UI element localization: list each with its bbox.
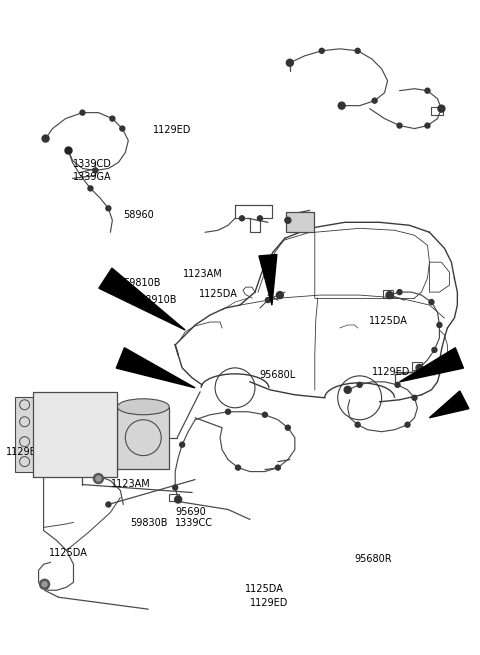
Bar [432, 107, 444, 115]
Bar [117, 407, 169, 468]
Circle shape [265, 297, 270, 303]
Text: 95690: 95690 [175, 507, 206, 517]
Circle shape [397, 290, 402, 295]
Text: 58960: 58960 [123, 210, 154, 220]
Polygon shape [116, 348, 195, 388]
Text: 1123AM: 1123AM [111, 479, 151, 489]
Circle shape [397, 123, 402, 128]
Ellipse shape [117, 399, 169, 415]
Circle shape [355, 48, 360, 53]
Polygon shape [399, 348, 463, 382]
Circle shape [386, 291, 393, 299]
Text: 1339GA: 1339GA [72, 172, 111, 182]
Circle shape [180, 442, 185, 447]
Circle shape [42, 582, 47, 587]
Text: 1339CD: 1339CD [72, 159, 111, 169]
Circle shape [319, 48, 324, 53]
Circle shape [120, 126, 125, 131]
Circle shape [106, 502, 111, 507]
Circle shape [416, 364, 423, 371]
Polygon shape [259, 255, 277, 305]
Circle shape [173, 485, 178, 490]
Circle shape [94, 474, 103, 483]
Circle shape [263, 412, 267, 417]
Circle shape [226, 409, 230, 414]
Circle shape [395, 383, 400, 387]
Circle shape [276, 465, 280, 470]
Circle shape [425, 123, 430, 128]
Circle shape [93, 168, 98, 173]
Polygon shape [99, 268, 185, 330]
Circle shape [257, 216, 263, 221]
Circle shape [80, 110, 85, 115]
Circle shape [432, 347, 437, 352]
Circle shape [429, 299, 434, 305]
Text: 1123AM: 1123AM [182, 269, 222, 279]
Circle shape [372, 98, 377, 103]
Circle shape [42, 135, 49, 142]
Circle shape [437, 322, 442, 328]
Circle shape [285, 217, 291, 223]
Circle shape [286, 425, 290, 430]
Text: 1129ED: 1129ED [5, 447, 44, 457]
Circle shape [96, 476, 101, 481]
Circle shape [355, 422, 360, 427]
Bar [33, 392, 117, 477]
Text: 1125DA: 1125DA [245, 584, 284, 593]
Circle shape [357, 383, 362, 387]
Circle shape [276, 291, 283, 299]
Text: 1125DA: 1125DA [48, 548, 87, 558]
Polygon shape [430, 391, 469, 418]
Text: 1125DA: 1125DA [199, 289, 238, 299]
Circle shape [39, 579, 49, 590]
Text: 58910B: 58910B [140, 295, 177, 305]
Text: 59830B: 59830B [130, 518, 168, 529]
Circle shape [287, 60, 293, 66]
Text: 1339CC: 1339CC [175, 518, 214, 529]
Circle shape [412, 396, 417, 400]
Text: 95680R: 95680R [355, 554, 393, 565]
Circle shape [425, 88, 430, 93]
Circle shape [110, 116, 115, 121]
Bar [412, 362, 422, 370]
Circle shape [88, 186, 93, 191]
Text: 1129ED: 1129ED [250, 598, 288, 608]
Text: 59810B: 59810B [123, 278, 160, 288]
Circle shape [106, 206, 111, 211]
Circle shape [338, 102, 345, 109]
Text: 95680L: 95680L [259, 369, 295, 379]
Circle shape [405, 422, 410, 427]
Circle shape [175, 496, 181, 503]
Circle shape [344, 386, 351, 393]
Bar [169, 493, 179, 502]
Circle shape [438, 105, 445, 112]
Bar [383, 290, 393, 298]
Circle shape [236, 465, 240, 470]
Circle shape [240, 216, 244, 221]
Text: 1129ED: 1129ED [372, 367, 410, 377]
Text: 1125DA: 1125DA [369, 316, 408, 326]
Bar [15, 397, 35, 472]
Text: 1129ED: 1129ED [153, 125, 191, 136]
Circle shape [65, 147, 72, 154]
Bar [286, 212, 314, 233]
